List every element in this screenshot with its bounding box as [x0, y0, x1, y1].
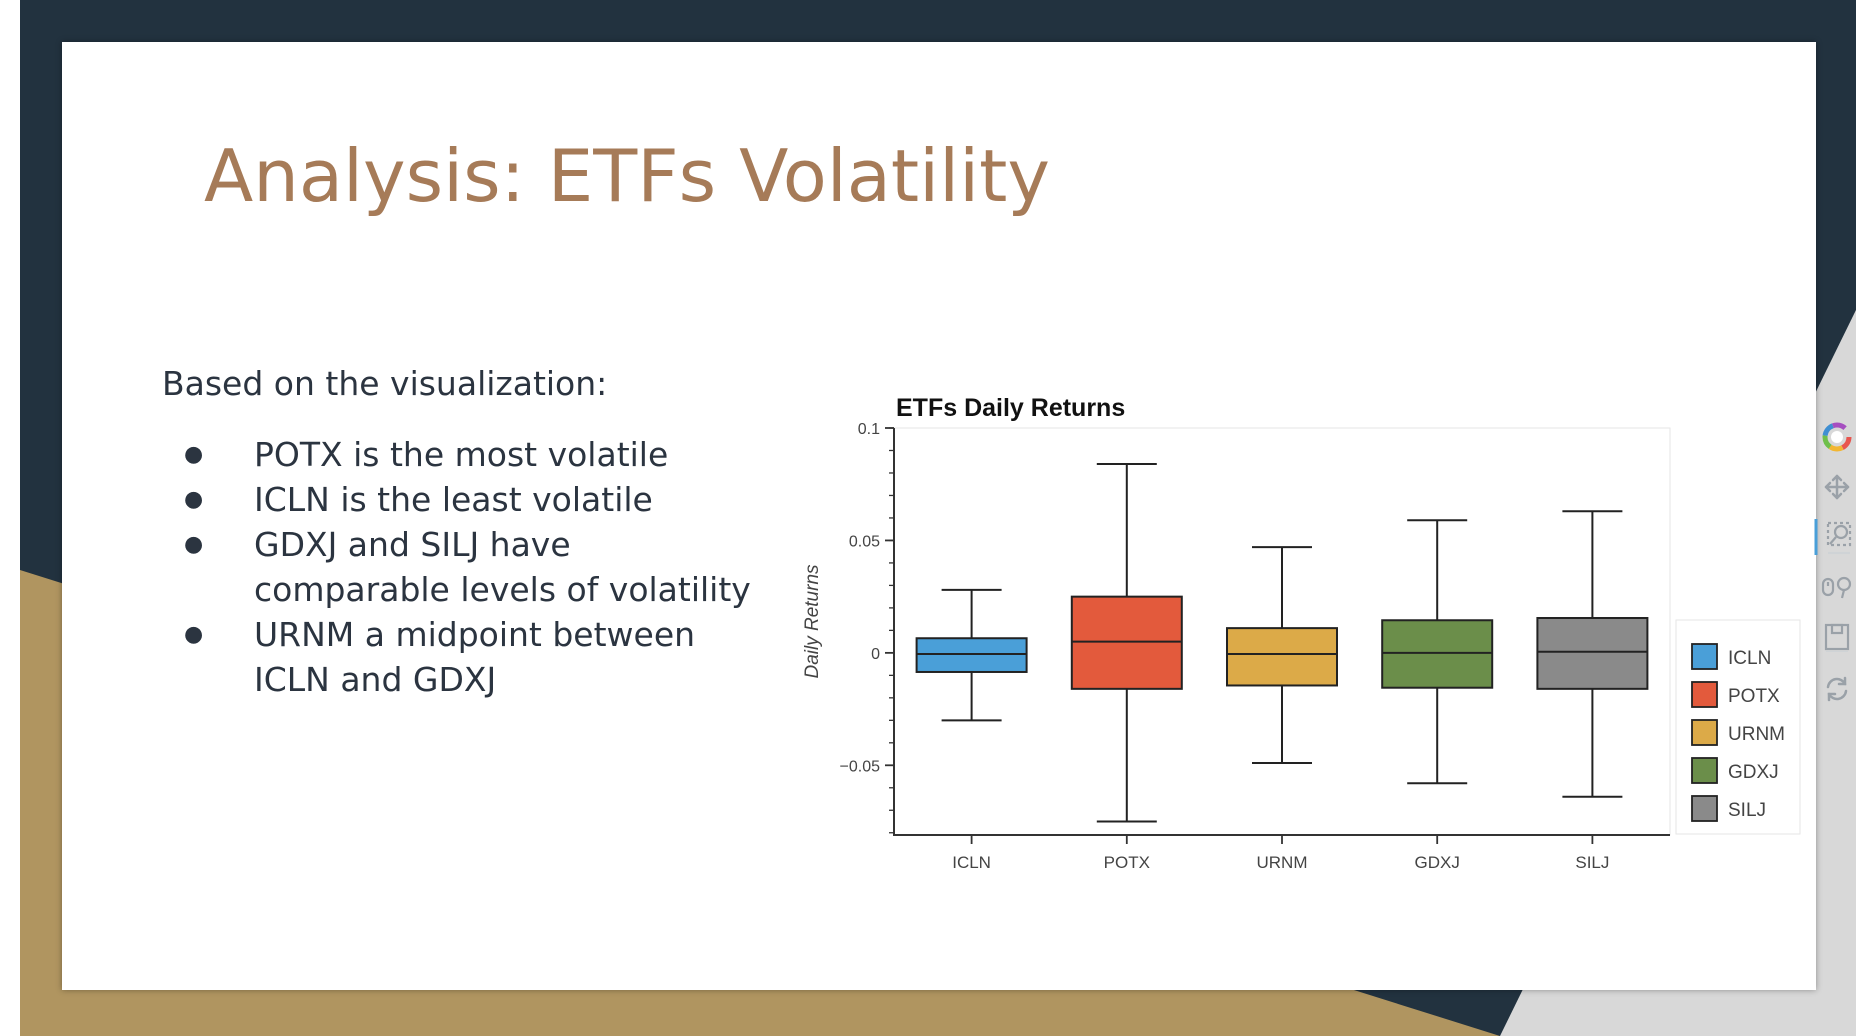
- bullet-list: POTX is the most volatile ICLN is the le…: [162, 432, 762, 702]
- legend-label: GDXJ: [1728, 762, 1779, 783]
- wheel-zoom-icon[interactable]: [1814, 569, 1860, 605]
- x-tick-label: SILJ: [1575, 853, 1609, 872]
- x-tick-label: GDXJ: [1415, 853, 1460, 872]
- iqr-box: [1381, 619, 1494, 689]
- iqr-box: [1536, 617, 1649, 690]
- bokeh-logo-icon[interactable]: [1814, 419, 1860, 455]
- box-potx: [1070, 462, 1183, 823]
- legend-label: POTX: [1728, 686, 1780, 707]
- iqr-box: [915, 637, 1028, 673]
- legend-label: SILJ: [1728, 800, 1766, 821]
- chart-title: ETFs Daily Returns: [896, 394, 1125, 422]
- y-tick-label: 0.05: [849, 533, 880, 550]
- box-urnm: [1226, 546, 1338, 765]
- legend-label: URNM: [1728, 724, 1785, 745]
- bullet-item: ICLN is the least volatile: [162, 477, 762, 522]
- box-zoom-icon[interactable]: [1814, 519, 1860, 555]
- intro-text: Based on the visualization:: [162, 364, 608, 403]
- slide-canvas: Analysis: ETFs Volatility Based on the v…: [62, 42, 1852, 990]
- pan-icon[interactable]: [1814, 469, 1860, 505]
- legend-swatch: [1691, 795, 1718, 822]
- bullet-item: URNM a midpoint between ICLN and GDXJ: [162, 612, 762, 702]
- slide-title: Analysis: ETFs Volatility: [204, 134, 1050, 218]
- box-silj: [1536, 510, 1649, 798]
- reset-icon[interactable]: [1814, 671, 1860, 707]
- chart-legend: ICLN POTX URNM GDXJ SILJ: [1675, 619, 1801, 835]
- bullet-item: GDXJ and SILJ have comparable levels of …: [162, 522, 762, 612]
- box-gdxj: [1381, 519, 1494, 785]
- save-icon[interactable]: [1814, 619, 1860, 655]
- iqr-box: [1226, 627, 1338, 687]
- box-plot-chart[interactable]: ETFs Daily Returns 0.1 0.05 0 −0.05 Daily Ret…: [782, 382, 1802, 882]
- x-tick-label: URNM: [1257, 853, 1308, 872]
- y-axis-label: Daily Returns: [802, 564, 823, 679]
- y-tick-label: 0: [871, 646, 880, 663]
- bullet-item: POTX is the most volatile: [162, 432, 762, 477]
- legend-swatch: [1691, 757, 1718, 784]
- legend-swatch: [1691, 719, 1718, 746]
- legend-swatch: [1691, 643, 1718, 670]
- x-tick-label: POTX: [1104, 853, 1150, 872]
- legend-swatch: [1691, 681, 1718, 708]
- iqr-box: [1070, 595, 1183, 690]
- y-tick-label: 0.1: [858, 421, 880, 438]
- legend-label: ICLN: [1728, 648, 1771, 669]
- x-tick-label: ICLN: [952, 853, 991, 872]
- box-icln: [915, 588, 1028, 722]
- y-tick-label: −0.05: [840, 758, 881, 775]
